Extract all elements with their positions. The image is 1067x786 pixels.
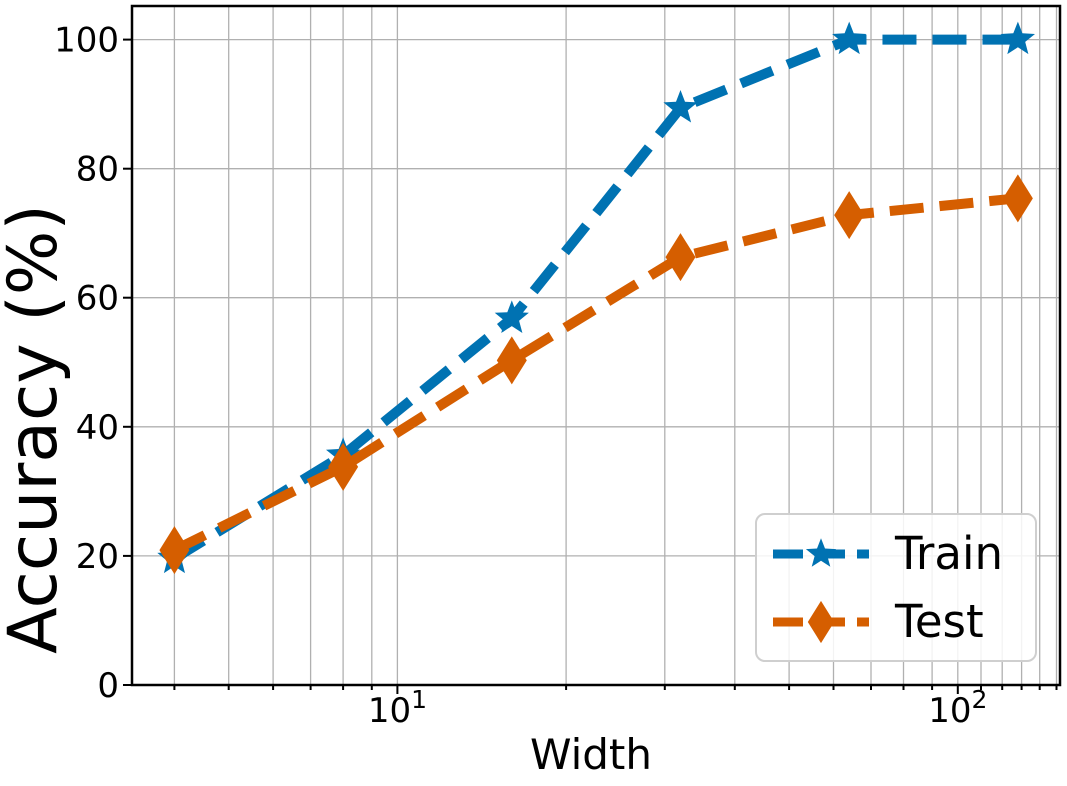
legend-item-train: Train — [771, 520, 1021, 588]
train-dashed-line-star-icon — [773, 537, 869, 567]
thin-diamond-marker-icon — [159, 526, 190, 575]
series-test — [159, 174, 1033, 575]
y-axis-label: Accuracy (%) — [0, 204, 73, 654]
test-line — [172, 193, 1019, 555]
x-tick-label: 102 — [928, 685, 987, 731]
thin-diamond-marker-icon — [834, 191, 865, 240]
thin-diamond-marker-icon — [665, 233, 696, 282]
star-marker-icon — [494, 300, 529, 333]
legend-label-test: Test — [895, 595, 984, 648]
test-dashed-line-diamond-icon — [773, 600, 869, 643]
plot-border — [130, 4, 1062, 687]
x-tick-labels: 101 102 — [368, 685, 988, 731]
y-tick-labels: 0 20 40 60 80 100 — [54, 21, 119, 706]
y-tick-label: 0 — [97, 666, 119, 706]
y-tick-label: 40 — [76, 408, 119, 448]
x-axis-label: Width — [529, 730, 653, 779]
thin-diamond-marker-icon — [496, 336, 527, 385]
y-tick-label: 80 — [76, 150, 119, 190]
star-marker-icon — [1000, 21, 1035, 55]
train-line — [171, 34, 1018, 563]
y-tick-label: 100 — [54, 21, 119, 61]
y-tick-label: 20 — [76, 537, 119, 577]
y-tick-label: 60 — [76, 279, 119, 319]
thin-diamond-marker-icon — [328, 442, 359, 491]
legend: Train Test — [755, 513, 1037, 662]
star-marker-icon — [663, 90, 698, 123]
thin-diamond-marker-icon — [1002, 174, 1033, 223]
legend-item-test: Test — [771, 588, 1021, 656]
legend-label-train: Train — [895, 527, 1003, 580]
x-tick-label: 101 — [368, 685, 427, 731]
star-marker-icon — [832, 21, 867, 55]
